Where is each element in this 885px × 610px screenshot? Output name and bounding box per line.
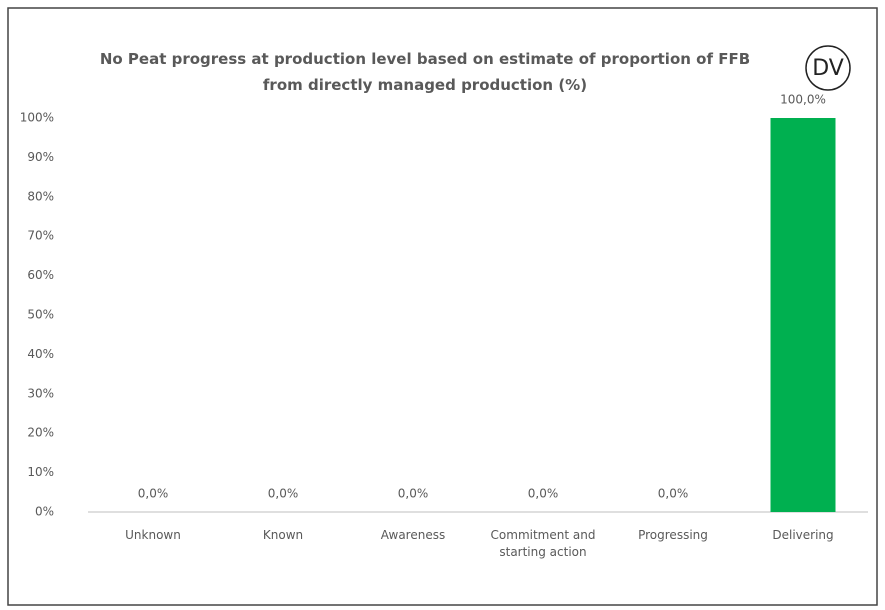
chart-title: No Peat progress at production level bas… xyxy=(99,50,751,94)
x-tick-label: Unknown xyxy=(125,528,181,542)
badge: DV xyxy=(812,56,844,81)
value-label: 0,0% xyxy=(658,487,689,501)
value-label: 0,0% xyxy=(268,487,299,501)
y-tick-label: 40% xyxy=(27,347,54,361)
x-tick-label: Delivering xyxy=(772,528,834,542)
y-tick-label: 0% xyxy=(35,505,54,519)
y-tick-label: 70% xyxy=(27,229,54,243)
x-tick-label: Progressing xyxy=(638,528,708,542)
value-label: 0,0% xyxy=(398,487,429,501)
y-tick-label: 100% xyxy=(20,111,54,125)
y-tick-label: 60% xyxy=(27,268,54,282)
value-label: 0,0% xyxy=(138,487,169,501)
chart-border xyxy=(7,7,878,606)
y-tick-label: 80% xyxy=(27,189,54,203)
badge-circle xyxy=(805,45,851,91)
x-tick-label: Known xyxy=(262,528,304,542)
y-tick-label: 10% xyxy=(27,465,54,479)
x-tick-label: Awareness xyxy=(380,528,446,542)
bar xyxy=(770,118,836,512)
y-tick-label: 90% xyxy=(27,150,54,164)
value-label: 0,0% xyxy=(528,487,559,501)
value-label: 100,0% xyxy=(780,93,826,107)
y-tick-label: 20% xyxy=(27,426,54,440)
y-tick-label: 30% xyxy=(27,386,54,400)
y-tick-label: 50% xyxy=(27,308,54,322)
x-tick-label: Commitment and starting action xyxy=(490,528,596,559)
